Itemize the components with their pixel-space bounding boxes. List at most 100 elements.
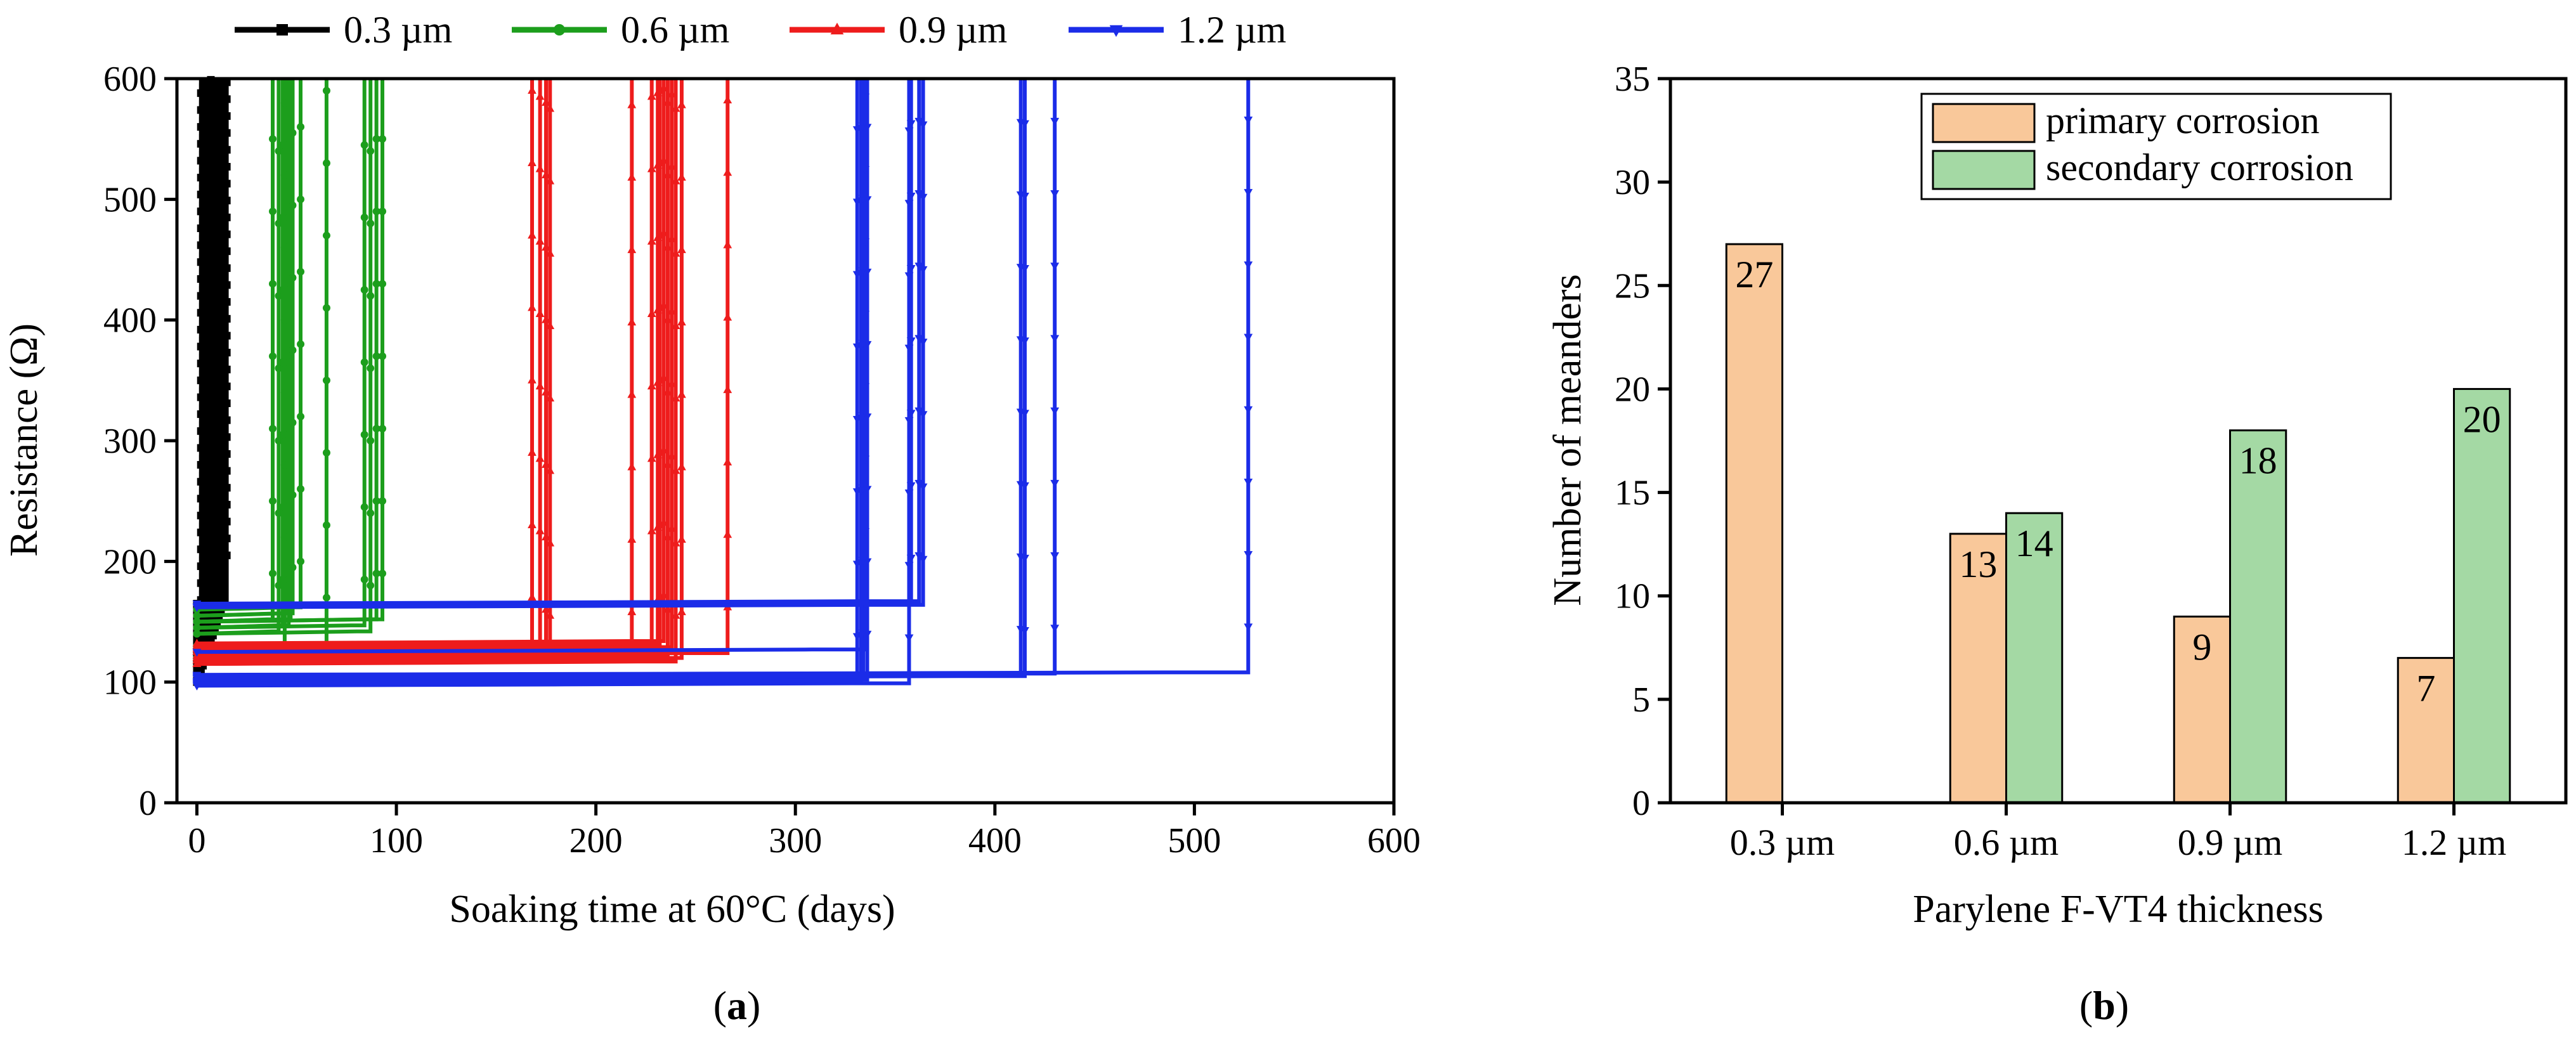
curve-marker bbox=[655, 592, 665, 601]
curve-marker bbox=[528, 303, 537, 311]
curve-marker bbox=[655, 375, 665, 384]
curve-marker bbox=[857, 125, 866, 133]
curve-marker bbox=[223, 264, 231, 272]
panel-b-x-axis: 0.3 µm 0.6 µm 0.9 µm 1.2 µm bbox=[1730, 803, 2506, 863]
y-tick-label: 200 bbox=[103, 542, 157, 581]
curve-marker bbox=[723, 529, 732, 538]
curve-marker bbox=[667, 234, 677, 242]
y-tick-label: 300 bbox=[103, 422, 157, 461]
curve-marker bbox=[904, 200, 914, 208]
curve-marker bbox=[223, 382, 231, 391]
curve-marker bbox=[627, 245, 637, 254]
curve-marker bbox=[857, 415, 866, 423]
curve-marker bbox=[285, 141, 293, 149]
resistance-curve bbox=[197, 79, 921, 606]
curve-marker bbox=[280, 388, 289, 396]
panel-b-legend: primary corrosion secondary corrosion bbox=[1920, 93, 2392, 200]
panel-b-letter: b bbox=[2093, 983, 2116, 1028]
curve-marker bbox=[372, 497, 381, 505]
y-tick-label: 10 bbox=[1615, 577, 1650, 616]
curve-marker bbox=[857, 342, 866, 351]
curve-marker bbox=[857, 269, 866, 278]
curve-marker bbox=[918, 121, 928, 129]
curve-marker bbox=[904, 490, 914, 498]
curve-marker bbox=[655, 303, 665, 311]
curve-marker bbox=[723, 240, 732, 249]
curve-marker bbox=[367, 509, 375, 517]
curve-marker bbox=[647, 309, 656, 317]
y-tick-label: 400 bbox=[103, 301, 157, 341]
curve-marker bbox=[677, 607, 686, 616]
curve-marker bbox=[542, 387, 550, 396]
legend-label: 0.3 µm bbox=[344, 9, 452, 51]
curve-marker bbox=[297, 557, 305, 566]
curve-marker bbox=[627, 390, 637, 398]
panel-b-y-axis-label: Number of meanders bbox=[1546, 274, 1589, 606]
curve-marker bbox=[535, 237, 545, 245]
curve-marker bbox=[297, 268, 305, 276]
y-tick-label: 25 bbox=[1615, 266, 1650, 306]
curve-marker bbox=[904, 127, 914, 136]
curve-marker bbox=[280, 316, 289, 324]
curve-marker bbox=[372, 424, 381, 432]
panel-b-bars: 27 13 14 9 18 7 20 bbox=[1725, 243, 2511, 804]
curve-marker bbox=[918, 193, 928, 202]
curve-marker bbox=[285, 213, 293, 221]
x-tick-label: 0.3 µm bbox=[1730, 822, 1835, 863]
x-tick-label: 0.9 µm bbox=[2178, 822, 2283, 863]
curve-marker bbox=[1050, 479, 1060, 488]
curve-marker bbox=[1050, 335, 1060, 343]
curve-marker bbox=[723, 313, 732, 321]
y-tick-label: 0 bbox=[1632, 784, 1650, 823]
panel-a-y-axis-label: Resistance (Ω) bbox=[3, 323, 46, 557]
curve-marker bbox=[904, 272, 914, 280]
panel-a-letter: a bbox=[727, 983, 747, 1028]
curve-marker bbox=[857, 559, 866, 568]
legend-swatch bbox=[1932, 103, 2036, 143]
x-tick-label: 300 bbox=[769, 821, 822, 860]
curve-marker bbox=[857, 487, 866, 495]
panel-a-line-chart: 0 100 200 300 400 500 600 0100200300400500600 … bbox=[3, 9, 1421, 931]
curve-marker bbox=[918, 555, 928, 564]
curve-marker bbox=[1016, 626, 1025, 634]
curve-marker bbox=[528, 158, 537, 167]
curve-marker bbox=[367, 147, 375, 155]
curve-marker bbox=[223, 467, 231, 475]
curve-marker bbox=[275, 147, 283, 155]
curve-marker bbox=[192, 649, 202, 657]
curve-marker bbox=[275, 364, 283, 372]
curve-marker bbox=[193, 611, 201, 620]
curve-marker bbox=[677, 245, 686, 254]
curve-marker bbox=[528, 520, 537, 529]
x-tick-label: 600 bbox=[1367, 821, 1421, 860]
panel-b-y-axis: 0 5 10 15 20 25 30 35 bbox=[1615, 60, 1670, 823]
curve-marker bbox=[379, 424, 387, 432]
curve-marker bbox=[655, 230, 665, 239]
curve-marker bbox=[667, 379, 677, 387]
curve-marker bbox=[322, 304, 330, 312]
curve-marker bbox=[647, 381, 656, 390]
curve-marker bbox=[655, 520, 665, 529]
curve-marker bbox=[223, 247, 231, 256]
curve-marker bbox=[379, 135, 387, 143]
y-tick-label: 20 bbox=[1615, 370, 1650, 409]
curve-marker bbox=[1016, 119, 1025, 127]
legend-item: secondary corrosion bbox=[1932, 146, 2353, 190]
bar-value-label: 14 bbox=[2015, 522, 2053, 564]
curve-marker bbox=[667, 89, 677, 98]
curve-marker bbox=[379, 497, 387, 505]
resistance-curve bbox=[197, 79, 684, 663]
curve-marker bbox=[647, 164, 656, 172]
curve-marker bbox=[203, 155, 211, 164]
curve-marker bbox=[918, 483, 928, 491]
curve-marker bbox=[528, 375, 537, 384]
curve-marker bbox=[1016, 481, 1025, 490]
curve-marker bbox=[857, 632, 866, 640]
curve-marker bbox=[627, 462, 637, 471]
curve-marker bbox=[535, 526, 545, 535]
curve-marker bbox=[677, 317, 686, 326]
curve-marker bbox=[223, 416, 231, 424]
y-tick-label: 500 bbox=[103, 180, 157, 219]
curve-marker bbox=[372, 352, 381, 360]
